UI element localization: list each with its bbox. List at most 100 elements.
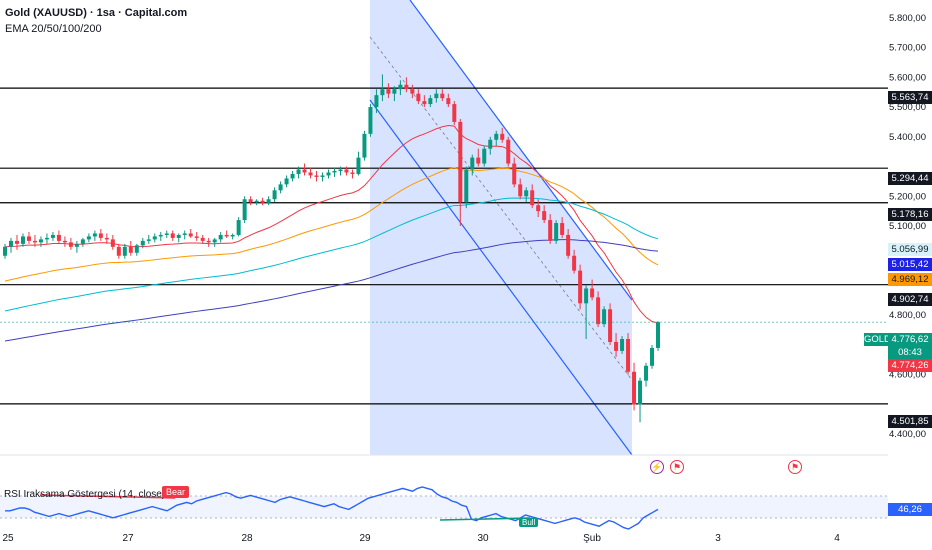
- y-tick-label: 4.800,00: [889, 310, 926, 321]
- x-tick-label: 30: [477, 533, 489, 544]
- candle-body: [572, 255, 577, 271]
- candle-body: [134, 245, 139, 253]
- candle-body: [518, 184, 523, 197]
- candle-body: [50, 234, 55, 238]
- us-flag-icon[interactable]: ⚑: [670, 460, 684, 474]
- candle-body: [596, 297, 601, 325]
- candle-body: [116, 246, 121, 256]
- candle-body: [98, 233, 103, 238]
- candle-body: [620, 339, 625, 351]
- candle-body: [14, 240, 19, 244]
- candle-body: [512, 163, 517, 185]
- ema100-line: [4, 197, 659, 312]
- candle-body: [560, 223, 565, 235]
- y-tick-label: 5.500,00: [889, 102, 926, 113]
- ema200-tag: 5.015,42: [888, 258, 932, 271]
- x-tick-label: 27: [122, 533, 134, 544]
- candle-body: [314, 175, 319, 177]
- candle-body: [644, 365, 649, 381]
- candle-body: [332, 170, 337, 173]
- candle-body: [386, 89, 391, 94]
- y-axis: 5.800,00 5.700,00 5.600,00 5.500,00 5.400,00…: [889, 13, 926, 440]
- y-tick-label: 5.800,00: [889, 13, 926, 24]
- candle-body: [266, 199, 271, 203]
- rsi-bull-badge: Bull: [519, 518, 539, 527]
- candle-body: [392, 89, 397, 94]
- candle-body: [188, 233, 193, 237]
- x-tick-label: 3: [715, 533, 721, 544]
- candle-body: [536, 205, 541, 212]
- us-flag-icon[interactable]: ⚑: [788, 460, 802, 474]
- candle-body: [422, 101, 427, 105]
- candle-body: [320, 175, 325, 177]
- candle-body: [296, 169, 301, 174]
- candle-body: [590, 288, 595, 298]
- level-tag-5294: 5.294,44: [888, 172, 932, 185]
- y-tick-label: 5.200,00: [889, 191, 926, 202]
- candle-body: [416, 93, 421, 102]
- rsi-pane: [0, 486, 888, 530]
- ema-indicator-label[interactable]: EMA 20/50/100/200: [5, 23, 102, 35]
- candle-body: [302, 169, 307, 173]
- candle-body: [614, 341, 619, 351]
- candle-body: [26, 236, 31, 241]
- y-tick-label: 5.400,00: [889, 132, 926, 143]
- chart-title[interactable]: Gold (XAUUSD) · 1sa · Capital.com: [5, 7, 188, 19]
- candle-body: [122, 246, 127, 256]
- channel-upper-line: [409, 0, 633, 301]
- candle-body: [32, 240, 37, 243]
- channel-fill: [370, 0, 632, 455]
- candle-body: [404, 84, 409, 90]
- symbol-tag: GOLD: [864, 333, 891, 346]
- rsi-value-tag: 46,26: [888, 503, 932, 516]
- x-tick-label: 28: [241, 533, 253, 544]
- level-tag-5563: 5.563,74: [888, 91, 932, 104]
- rsi-band: [0, 496, 888, 518]
- candle-body: [440, 93, 445, 99]
- candle-body: [140, 240, 145, 246]
- candle-body: [110, 239, 115, 247]
- x-tick-label: 25: [2, 533, 14, 544]
- rsi-bearish-divergence: [39, 494, 176, 499]
- candle-body: [542, 211, 547, 221]
- rsi-indicator-label[interactable]: RSI Iraksama Göstergesi (14, close): [4, 489, 166, 500]
- rsi-line: [5, 486, 659, 530]
- lightning-icon[interactable]: ⚡: [650, 460, 664, 474]
- candle-body: [548, 220, 553, 241]
- candle-body: [476, 157, 481, 164]
- candle-body: [158, 234, 163, 237]
- candle-body: [128, 246, 133, 253]
- candle-body: [164, 233, 169, 235]
- candle-body: [38, 239, 43, 243]
- candle-body: [170, 233, 175, 238]
- candle-body: [338, 169, 343, 171]
- rsi-bullish-divergence: [439, 517, 531, 521]
- y-tick-label: 4.600,00: [889, 370, 926, 381]
- candle-body: [632, 371, 637, 405]
- candle-body: [638, 380, 643, 405]
- candle-body: [86, 236, 91, 240]
- candle-body: [506, 139, 511, 164]
- y-tick-label: 4.400,00: [889, 429, 926, 440]
- candle-body: [488, 139, 493, 149]
- level-tag-4501: 4.501,85: [888, 415, 932, 428]
- candle-body: [74, 243, 79, 247]
- candle-body: [470, 157, 475, 170]
- candle-body: [176, 234, 181, 238]
- x-tick-label: Şub: [583, 533, 601, 544]
- candle-body: [104, 237, 109, 240]
- horizontal-levels: [0, 87, 888, 405]
- candle-body: [284, 178, 289, 185]
- candle-body: [608, 309, 613, 342]
- candle-body: [452, 104, 457, 122]
- candle-body: [206, 240, 211, 243]
- candle-body: [524, 190, 529, 197]
- candle-body: [380, 89, 385, 96]
- candle-body: [602, 309, 607, 325]
- level-tag-4902: 4.902,74: [888, 293, 932, 306]
- candle-body: [20, 236, 25, 244]
- candle-body: [356, 157, 361, 174]
- candle-body: [242, 199, 247, 221]
- candle-body: [272, 190, 277, 200]
